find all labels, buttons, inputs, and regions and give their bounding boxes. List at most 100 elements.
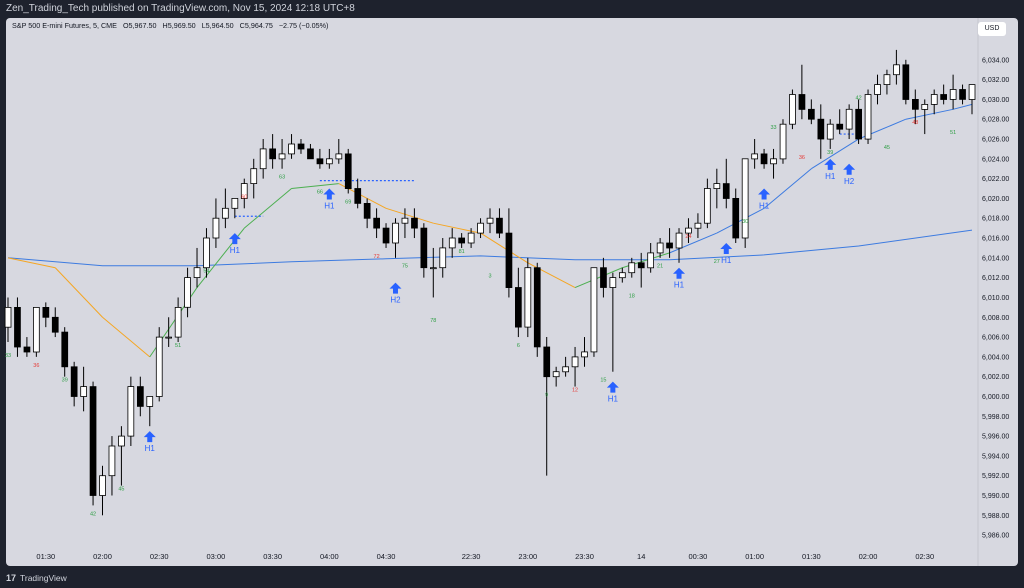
ema-short-segment (480, 232, 529, 264)
candle-body (42, 306, 50, 318)
candle-body (127, 386, 135, 437)
candle-body (354, 188, 362, 204)
up-arrow-icon (720, 242, 733, 254)
candle-body (363, 202, 371, 219)
signal-label: H1 (825, 172, 836, 181)
candle-body (250, 168, 258, 184)
y-tick-label: 6,000.00 (982, 394, 1009, 401)
bar-count-label: 24 (685, 234, 691, 240)
candle-body (505, 232, 513, 289)
candle-body (930, 94, 938, 105)
ema-short-segment (291, 183, 339, 190)
up-arrow-icon (606, 381, 619, 393)
up-arrow-icon (673, 267, 686, 279)
y-tick-label: 6,002.00 (982, 374, 1009, 381)
candle-body (70, 366, 78, 397)
ema-short-segment (716, 207, 765, 234)
candle-body (552, 371, 560, 378)
published-line: Zen_Trading_Tech published on TradingVie… (6, 3, 355, 14)
signal-label: H1 (230, 246, 241, 255)
y-tick-label: 6,014.00 (982, 255, 1009, 262)
y-tick-label: 6,004.00 (982, 354, 1009, 361)
bar-count-label: 18 (629, 293, 635, 299)
candle-body (760, 153, 768, 165)
ema-short-segment (54, 267, 103, 318)
bar-count-label: 15 (600, 378, 606, 384)
tradingview-logo[interactable]: 17 TradingView (6, 572, 67, 584)
candle-body (174, 306, 182, 338)
candle-body (845, 108, 853, 130)
ema-short-segment (952, 103, 973, 110)
signal-label: H1 (145, 444, 156, 453)
bar-count-label: 42 (856, 95, 862, 101)
candle-body (543, 346, 551, 378)
up-arrow-icon (143, 431, 156, 443)
candle-body (382, 227, 390, 244)
candle-body (770, 158, 777, 165)
x-tick-label: 02:00 (859, 552, 878, 561)
candle-body (826, 123, 834, 140)
signal-label: H1 (721, 256, 732, 265)
bar-count-label: 69 (345, 199, 351, 205)
bar-count-label: 45 (118, 487, 124, 493)
y-tick-label: 6,016.00 (982, 236, 1009, 243)
candle-body (231, 197, 239, 209)
y-tick-label: 6,032.00 (982, 77, 1009, 84)
publisher-bar: Zen_Trading_Tech published on TradingVie… (0, 0, 1024, 18)
bar-count-label: 3 (488, 274, 491, 280)
bar-count-label: 48 (912, 120, 918, 126)
candle-body (155, 336, 163, 397)
open-value: O5,967.50 (122, 21, 157, 30)
candle-body (637, 262, 645, 269)
candle-body (628, 262, 636, 274)
candle-body (562, 366, 570, 373)
y-tick-label: 6,028.00 (982, 117, 1009, 124)
x-tick-label: 22:30 (462, 552, 481, 561)
y-tick-label: 6,020.00 (982, 196, 1009, 203)
candle-body (373, 217, 381, 229)
candle-body (912, 99, 919, 110)
bar-count-label: 27 (714, 259, 720, 265)
candle-body (193, 267, 201, 279)
candle-body (269, 148, 277, 160)
candle-body (741, 158, 749, 239)
ema-short-segment (669, 232, 718, 254)
candle-body (732, 197, 740, 239)
y-tick-label: 5,988.00 (982, 513, 1009, 520)
candle-body (647, 252, 655, 269)
candle-body (600, 267, 607, 288)
symbol-name: S&P 500 E-mini Futures, 5, CME (12, 21, 117, 30)
bar-count-label: 72 (374, 254, 380, 260)
bar-count-label: 81 (459, 249, 465, 255)
y-tick-label: 5,996.00 (982, 434, 1009, 441)
candle-body (411, 217, 418, 229)
candle-body (420, 227, 428, 269)
y-tick-label: 6,010.00 (982, 295, 1009, 302)
bar-count-label: 39 (62, 378, 68, 384)
candle-body (4, 306, 12, 328)
candle-body (959, 89, 966, 100)
high-value: H5,969.50 (162, 21, 196, 30)
x-tick-label: 01:30 (36, 552, 55, 561)
ema-short-segment (385, 207, 434, 224)
signal-label: H2 (844, 177, 855, 186)
up-arrow-icon (758, 188, 771, 200)
y-tick-label: 5,990.00 (982, 493, 1009, 500)
bar-count-label: 30 (742, 219, 748, 225)
candle-body (713, 183, 721, 190)
bar-count-label: 75 (402, 264, 408, 270)
candle-body (80, 386, 87, 397)
change-value: −2.75 (−0.05%) (278, 21, 329, 30)
candle-body (429, 267, 437, 270)
ema-short-segment (527, 262, 576, 288)
close-value: C5,964.75 (239, 21, 273, 30)
y-tick-label: 5,992.00 (982, 473, 1009, 480)
candle-body (89, 386, 97, 496)
candle-body (524, 267, 532, 328)
x-tick-label: 03:30 (263, 552, 282, 561)
x-tick-label: 02:30 (150, 552, 169, 561)
currency-button[interactable]: USD (978, 22, 1006, 36)
up-arrow-icon (843, 163, 856, 175)
y-tick-label: 6,030.00 (982, 97, 1009, 104)
